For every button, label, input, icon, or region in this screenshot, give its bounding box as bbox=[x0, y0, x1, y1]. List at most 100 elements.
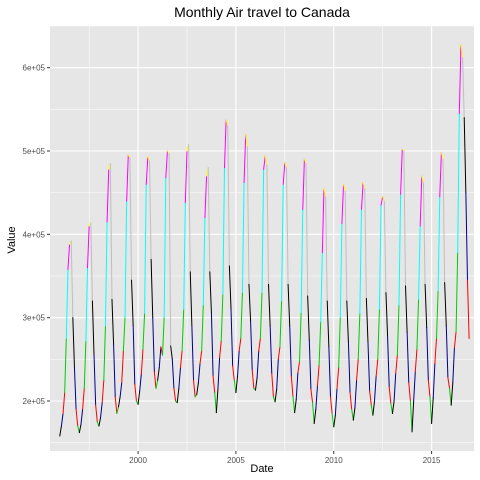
x-tick-label: 2015 bbox=[423, 456, 441, 465]
series-segment bbox=[315, 385, 318, 410]
series-segment bbox=[457, 113, 460, 254]
series-segment bbox=[144, 183, 147, 314]
series-segment bbox=[111, 298, 115, 345]
series-segment bbox=[367, 342, 371, 392]
series-segment bbox=[429, 396, 433, 424]
series-segment bbox=[289, 325, 292, 377]
series-segment bbox=[352, 407, 356, 421]
series-segment bbox=[230, 308, 234, 367]
series-segment bbox=[101, 379, 105, 404]
series-segment bbox=[258, 338, 261, 352]
series-segment bbox=[98, 417, 102, 427]
plot-panel bbox=[50, 26, 474, 451]
series-segment bbox=[422, 182, 426, 285]
series-segment bbox=[281, 183, 284, 302]
series-segment bbox=[100, 402, 103, 419]
series-segment bbox=[65, 268, 69, 339]
series-segment bbox=[243, 133, 247, 184]
series-segment bbox=[347, 342, 351, 394]
series-segment bbox=[295, 372, 299, 400]
y-axis-title: Value bbox=[6, 226, 18, 253]
series-segment bbox=[78, 423, 82, 434]
series-segment bbox=[302, 158, 305, 210]
series-segment bbox=[106, 168, 110, 223]
series-segment bbox=[217, 357, 221, 389]
series-segment bbox=[75, 408, 79, 427]
series-segment bbox=[228, 265, 232, 310]
series-segment bbox=[387, 335, 390, 388]
series-segment bbox=[411, 400, 415, 433]
series-segment bbox=[162, 317, 165, 356]
series-segment bbox=[284, 162, 287, 169]
series-segment bbox=[232, 365, 235, 381]
series-segment bbox=[414, 348, 418, 373]
series-segment bbox=[176, 388, 180, 404]
series-segment bbox=[388, 386, 392, 404]
series-segment bbox=[91, 300, 95, 356]
series-segment bbox=[435, 290, 439, 339]
series-segment bbox=[357, 313, 361, 360]
series-segment bbox=[248, 283, 252, 322]
y-tick-label: 6e+05 bbox=[23, 64, 46, 73]
series-segment bbox=[396, 304, 400, 356]
series-segment bbox=[241, 182, 245, 294]
series-segment bbox=[427, 379, 431, 398]
series-segment bbox=[196, 382, 199, 395]
series-segment bbox=[303, 158, 307, 164]
series-segment bbox=[199, 350, 203, 364]
series-segment bbox=[418, 225, 421, 300]
series-segment bbox=[109, 163, 113, 300]
series-segment bbox=[80, 408, 84, 425]
series-segment bbox=[121, 350, 124, 384]
series-segment bbox=[378, 204, 382, 310]
series-segment bbox=[326, 300, 330, 348]
series-segment bbox=[336, 367, 340, 389]
series-segment bbox=[400, 148, 403, 195]
series-segment bbox=[354, 379, 358, 409]
series-segment bbox=[437, 196, 441, 292]
series-segment bbox=[131, 279, 134, 327]
series-segment bbox=[142, 313, 146, 350]
series-segment bbox=[279, 300, 283, 348]
series-segment bbox=[251, 369, 255, 389]
series-segment bbox=[453, 331, 457, 349]
series-segment bbox=[204, 175, 208, 219]
series-segment bbox=[398, 193, 402, 306]
series-segment bbox=[268, 283, 271, 327]
series-segment bbox=[445, 325, 449, 379]
series-segment bbox=[320, 252, 323, 323]
series-segment bbox=[440, 152, 444, 160]
series-segment bbox=[307, 295, 310, 341]
series-segment bbox=[207, 167, 211, 273]
series-segment bbox=[393, 373, 397, 402]
series-segment bbox=[145, 156, 149, 185]
series-segment bbox=[406, 332, 410, 384]
series-segment bbox=[119, 382, 123, 398]
series-segment bbox=[184, 150, 188, 204]
series-segment bbox=[259, 292, 263, 339]
series-segment bbox=[372, 400, 376, 416]
series-segment bbox=[380, 196, 384, 206]
series-segment bbox=[210, 313, 214, 377]
series-segment bbox=[263, 155, 266, 170]
series-segment bbox=[328, 346, 331, 398]
series-segment bbox=[458, 43, 462, 114]
series-segment bbox=[462, 57, 465, 119]
x-axis-title: Date bbox=[250, 463, 273, 475]
series-segment bbox=[424, 283, 428, 329]
series-segment bbox=[266, 164, 270, 285]
major-gridlines bbox=[50, 26, 474, 451]
series-segment bbox=[318, 321, 322, 366]
series-segment bbox=[250, 320, 253, 371]
series-segment bbox=[325, 196, 328, 302]
series-segment bbox=[152, 317, 155, 373]
series-segment bbox=[113, 343, 116, 398]
series-segment bbox=[60, 413, 64, 427]
series-segment bbox=[238, 338, 242, 352]
series-segment bbox=[137, 390, 141, 405]
series-segment bbox=[465, 192, 468, 281]
series-segment bbox=[274, 388, 278, 403]
series-segment bbox=[134, 383, 137, 402]
series-segment bbox=[294, 398, 297, 414]
